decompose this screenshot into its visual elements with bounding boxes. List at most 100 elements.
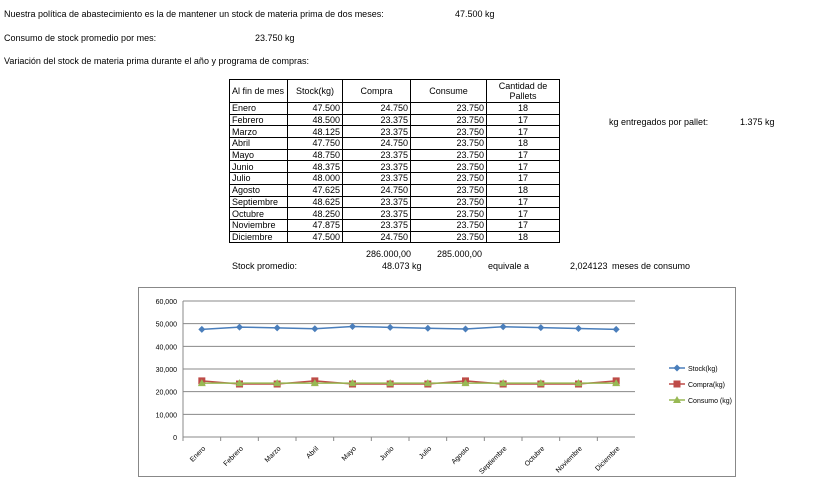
- total-compra: 286.000,00: [366, 249, 412, 259]
- cell-compra[interactable]: 24.750: [342, 102, 411, 115]
- cell-stock[interactable]: 47.875: [287, 218, 343, 232]
- cell-consume[interactable]: 23.750: [410, 113, 487, 127]
- cell-consume[interactable]: 23.750: [410, 137, 487, 150]
- x-tick-label: Abril: [305, 445, 320, 460]
- cell-stock[interactable]: 48.750: [287, 148, 343, 162]
- data-point: [348, 379, 357, 387]
- cell-pallets[interactable]: 17: [486, 207, 560, 220]
- cell-consume[interactable]: 23.750: [410, 218, 487, 232]
- cell-consume[interactable]: 23.750: [410, 230, 487, 244]
- data-point: [311, 325, 319, 333]
- series-line: [201, 325, 617, 331]
- legend-label: Compra(kg): [688, 382, 725, 389]
- cell-pallets[interactable]: 17: [486, 218, 560, 232]
- cell-stock[interactable]: 48.500: [287, 113, 343, 127]
- cell-stock[interactable]: 47.500: [287, 230, 343, 244]
- cell-compra[interactable]: 24.750: [342, 230, 411, 244]
- cell-consume[interactable]: 23.750: [410, 125, 487, 139]
- cell-mes[interactable]: Mayo: [229, 148, 288, 162]
- data-point: [349, 323, 356, 330]
- cell-mes[interactable]: Diciembre: [229, 230, 288, 244]
- cell-pallets[interactable]: 18: [486, 183, 560, 197]
- y-tick-label: 0: [173, 435, 177, 442]
- data-point: [423, 379, 432, 387]
- cell-pallets[interactable]: 17: [486, 195, 560, 209]
- cell-mes[interactable]: Octubre: [229, 207, 288, 220]
- cell-stock[interactable]: 48.125: [287, 125, 343, 139]
- cell-stock[interactable]: 47.750: [287, 137, 343, 150]
- legend-marker: [673, 380, 681, 388]
- header-consume: Consume: [410, 79, 487, 103]
- cell-consume[interactable]: 23.750: [410, 102, 487, 115]
- cell-consume[interactable]: 23.750: [410, 148, 487, 162]
- policy-label: Nuestra política de abastecimiento es la…: [4, 9, 384, 19]
- cell-mes[interactable]: Enero: [229, 102, 288, 115]
- cell-consume[interactable]: 23.750: [410, 195, 487, 209]
- cell-stock[interactable]: 48.625: [287, 195, 343, 209]
- table-row: Junio 48.375 23.375 23.750 17: [229, 160, 560, 174]
- consumo-label: Consumo de stock promedio por mes:: [4, 33, 157, 43]
- stock-chart[interactable]: 0 10,000 20,000 30,000 40,000 50,000 60,000 Ene…: [138, 287, 736, 477]
- cell-mes[interactable]: Noviembre: [229, 218, 288, 232]
- cell-stock[interactable]: 48.000: [287, 172, 343, 185]
- data-point: [499, 379, 508, 387]
- cell-consume[interactable]: 23.750: [410, 160, 487, 174]
- chart-svg: 0 10,000 20,000 30,000 40,000 50,000 60,000 Ene…: [156, 299, 732, 476]
- consumo-value: 23.750 kg: [255, 33, 295, 43]
- cell-compra[interactable]: 23.375: [342, 113, 411, 127]
- data-point: [236, 323, 243, 331]
- cell-pallets[interactable]: 17: [486, 113, 560, 127]
- cell-stock[interactable]: 48.375: [287, 160, 343, 174]
- data-point: [461, 379, 470, 387]
- x-tick-label: Agosto: [451, 445, 471, 465]
- cell-compra[interactable]: 23.375: [342, 125, 411, 139]
- cell-compra[interactable]: 24.750: [342, 183, 411, 197]
- series-line: [201, 380, 617, 385]
- table-row: Octubre 48.250 23.375 23.750 17: [229, 207, 560, 220]
- cell-compra[interactable]: 23.375: [342, 207, 411, 220]
- table-row: Agosto 47.625 24.750 23.750 18: [229, 183, 560, 197]
- cell-pallets[interactable]: 17: [486, 160, 560, 174]
- data-point: [273, 324, 281, 332]
- header-mes: Al fin de mes: [229, 79, 288, 103]
- cell-consume[interactable]: 23.750: [410, 183, 487, 197]
- cell-pallets[interactable]: 17: [486, 148, 560, 162]
- data-point: [537, 324, 545, 332]
- cell-pallets[interactable]: 18: [486, 230, 560, 244]
- cell-mes[interactable]: Junio: [229, 160, 288, 174]
- cell-compra[interactable]: 23.375: [342, 148, 411, 162]
- y-tick-label: 10,000: [156, 412, 178, 419]
- cell-mes[interactable]: Septiembre: [229, 195, 288, 209]
- data-point: [612, 325, 620, 333]
- cell-stock[interactable]: 47.625: [287, 183, 343, 197]
- x-tick-label: Octubre: [524, 445, 547, 468]
- cell-consume[interactable]: 23.750: [410, 172, 487, 185]
- cell-pallets[interactable]: 17: [486, 125, 560, 139]
- cell-compra[interactable]: 24.750: [342, 137, 411, 150]
- cell-pallets[interactable]: 17: [486, 172, 560, 185]
- cell-consume[interactable]: 23.750: [410, 207, 487, 220]
- y-tick-label: 40,000: [156, 344, 178, 351]
- cell-stock[interactable]: 47.500: [287, 102, 343, 115]
- cell-mes[interactable]: Agosto: [229, 183, 288, 197]
- cell-mes[interactable]: Febrero: [229, 113, 288, 127]
- data-point: [198, 325, 206, 333]
- cell-compra[interactable]: 23.375: [342, 218, 411, 232]
- table-row: Febrero 48.500 23.375 23.750 17: [229, 113, 560, 127]
- cell-compra[interactable]: 23.375: [342, 160, 411, 174]
- cell-stock[interactable]: 48.250: [287, 207, 343, 220]
- data-point: [424, 324, 432, 332]
- data-point: [310, 379, 319, 387]
- cell-mes[interactable]: Abril: [229, 137, 288, 150]
- cell-compra[interactable]: 23.375: [342, 172, 411, 185]
- cell-pallets[interactable]: 18: [486, 137, 560, 150]
- header-compra: Compra: [342, 79, 411, 103]
- cell-mes[interactable]: Julio: [229, 172, 288, 185]
- cell-mes[interactable]: Marzo: [229, 125, 288, 139]
- cell-pallets[interactable]: 18: [486, 102, 560, 115]
- y-tick-label: 30,000: [156, 367, 178, 374]
- cell-compra[interactable]: 23.375: [342, 195, 411, 209]
- data-point: [536, 379, 545, 387]
- y-tick-label: 20,000: [156, 390, 178, 397]
- data-point: [575, 324, 582, 332]
